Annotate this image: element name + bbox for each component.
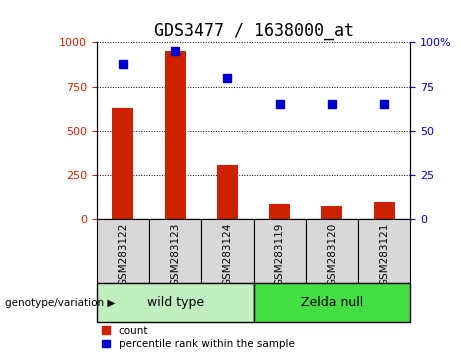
Bar	[97, 283, 254, 322]
Point	[328, 102, 336, 107]
Point	[276, 102, 284, 107]
Bar	[254, 283, 410, 322]
Bar	[165, 51, 186, 219]
Bar	[374, 202, 395, 219]
Point	[119, 61, 127, 67]
Bar	[358, 219, 410, 283]
Text: GSM283122: GSM283122	[118, 223, 128, 286]
Text: GSM283119: GSM283119	[275, 223, 285, 286]
Bar	[306, 219, 358, 283]
Text: genotype/variation ▶: genotype/variation ▶	[5, 298, 115, 308]
Text: GSM283123: GSM283123	[170, 223, 180, 286]
Text: Zelda null: Zelda null	[301, 296, 363, 309]
Bar	[217, 165, 238, 219]
Point	[224, 75, 231, 81]
Legend: count, percentile rank within the sample: count, percentile rank within the sample	[102, 326, 295, 349]
Bar	[149, 219, 201, 283]
Bar	[112, 108, 133, 219]
Text: GSM283120: GSM283120	[327, 223, 337, 286]
Text: GSM283121: GSM283121	[379, 223, 389, 286]
Bar	[97, 219, 149, 283]
Point	[380, 102, 388, 107]
Text: GSM283124: GSM283124	[222, 223, 232, 286]
Bar	[254, 219, 306, 283]
Point	[171, 48, 179, 54]
Bar	[201, 219, 254, 283]
Title: GDS3477 / 1638000_at: GDS3477 / 1638000_at	[154, 22, 354, 40]
Bar	[321, 206, 343, 219]
Text: wild type: wild type	[147, 296, 204, 309]
Bar	[269, 205, 290, 219]
